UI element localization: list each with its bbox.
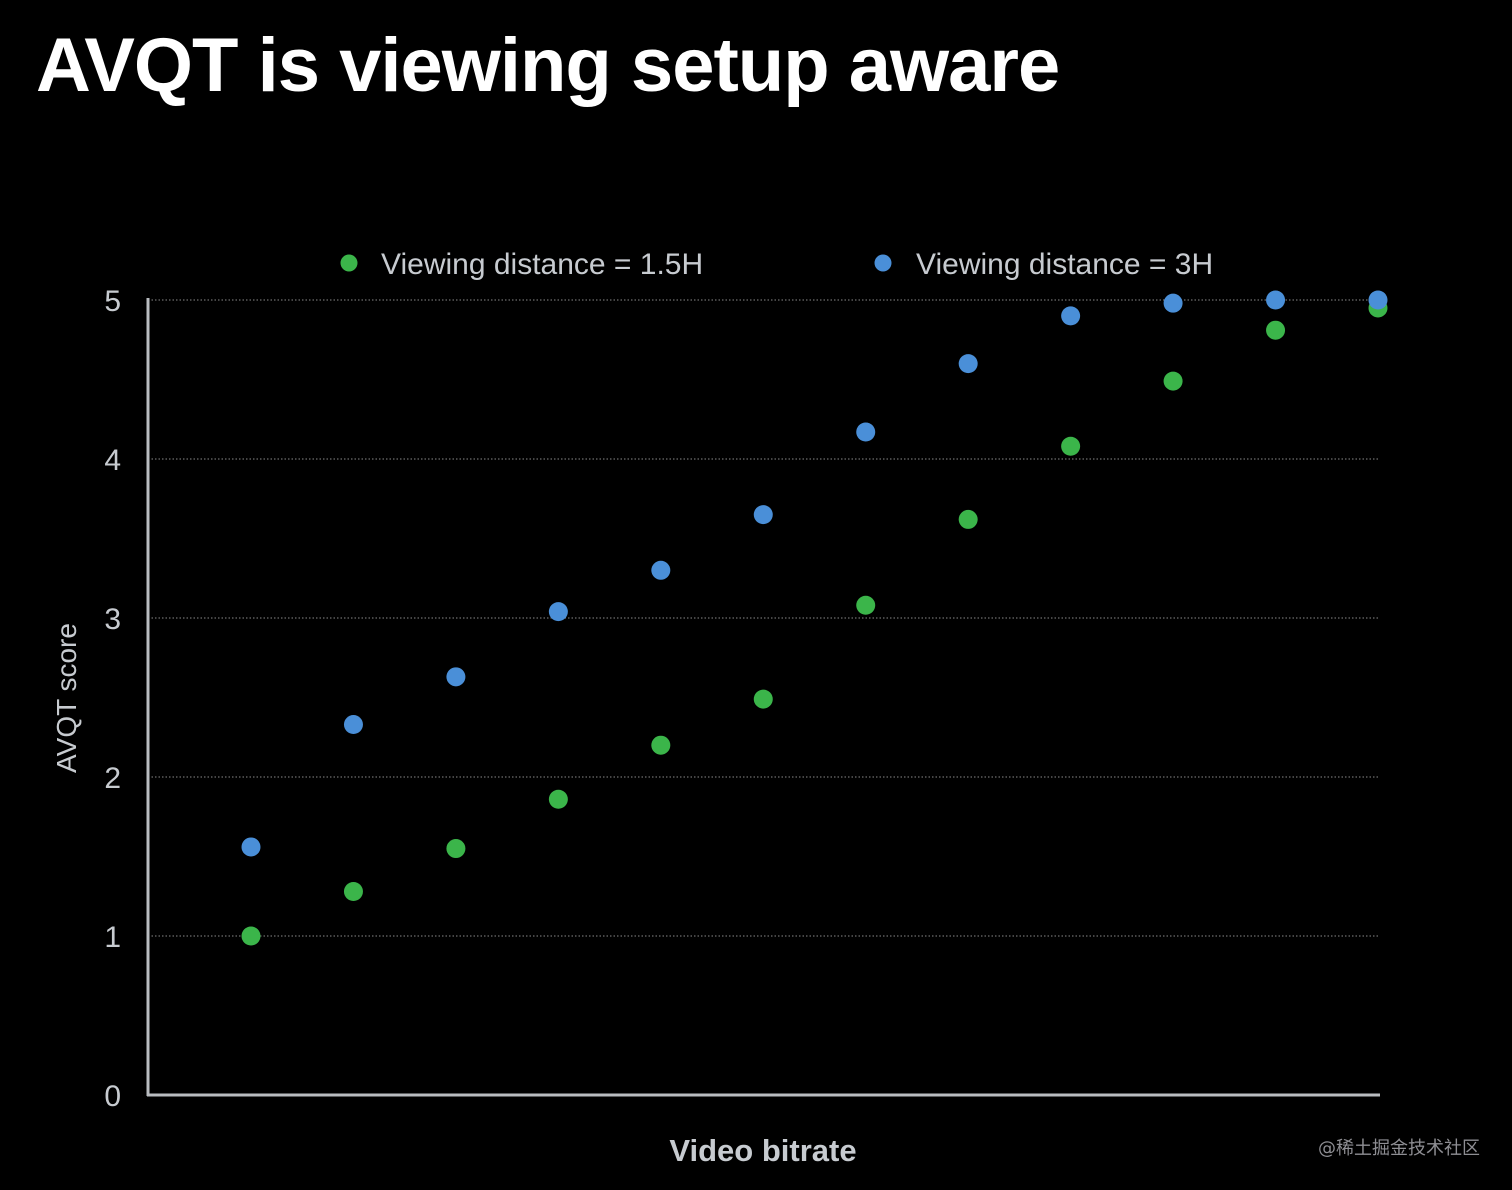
legend-label: Viewing distance = 1.5H bbox=[381, 248, 703, 281]
data-points bbox=[241, 290, 1388, 946]
point-distance-3h bbox=[958, 354, 978, 374]
point-distance-3h bbox=[753, 505, 773, 525]
legend-marker bbox=[874, 254, 892, 272]
y-tick-label: 0 bbox=[104, 1080, 121, 1113]
y-tick-label: 3 bbox=[104, 603, 121, 636]
x-axis-label: Video bitrate bbox=[669, 1133, 856, 1168]
legend-label: Viewing distance = 3H bbox=[916, 248, 1213, 281]
slide-title: AVQT is viewing setup aware bbox=[36, 23, 1060, 108]
point-distance-3h bbox=[548, 602, 568, 622]
gridlines bbox=[148, 299, 1378, 937]
legend: Viewing distance = 1.5H Viewing distance … bbox=[340, 248, 1213, 281]
point-distance-3h bbox=[446, 667, 466, 687]
point-distance-3h bbox=[1368, 290, 1388, 310]
y-tick-label: 1 bbox=[104, 921, 121, 954]
point-distance-1-5h bbox=[241, 926, 261, 946]
watermark: @稀土掘金技术社区 bbox=[1318, 1138, 1480, 1159]
point-distance-1-5h bbox=[1163, 371, 1183, 391]
axes bbox=[146, 298, 1380, 1097]
legend-marker bbox=[340, 254, 358, 272]
point-distance-3h bbox=[1266, 290, 1286, 310]
y-tick-labels: 0 1 2 3 4 5 bbox=[104, 285, 121, 1113]
y-tick-label: 4 bbox=[104, 444, 121, 477]
point-distance-1-5h bbox=[651, 735, 671, 755]
y-axis-label: AVQT score bbox=[51, 623, 82, 773]
y-tick-label: 5 bbox=[104, 285, 121, 318]
point-distance-3h bbox=[651, 560, 671, 580]
point-distance-3h bbox=[343, 715, 363, 735]
point-distance-1-5h bbox=[548, 789, 568, 809]
point-distance-1-5h bbox=[1266, 320, 1286, 340]
point-distance-3h bbox=[1163, 293, 1183, 313]
point-distance-1-5h bbox=[446, 839, 466, 859]
point-distance-3h bbox=[241, 837, 261, 857]
point-distance-3h bbox=[1061, 306, 1081, 326]
point-distance-1-5h bbox=[343, 881, 363, 901]
point-distance-3h bbox=[856, 422, 876, 442]
point-distance-1-5h bbox=[856, 595, 876, 615]
point-distance-1-5h bbox=[1061, 436, 1081, 456]
point-distance-1-5h bbox=[753, 689, 773, 709]
point-distance-1-5h bbox=[958, 509, 978, 529]
y-tick-label: 2 bbox=[104, 762, 121, 795]
